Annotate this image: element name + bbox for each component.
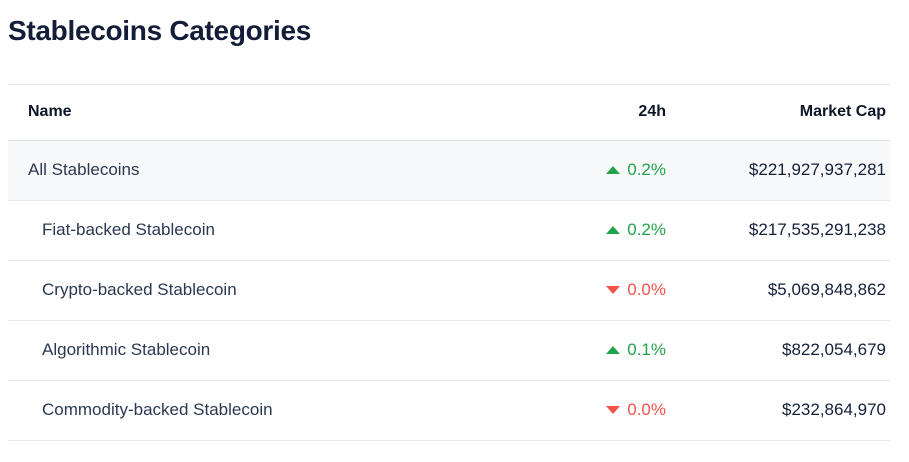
page-title: Stablecoins Categories [8, 15, 312, 46]
row-change: 0.1% [546, 340, 666, 360]
row-name-link[interactable]: All Stablecoins [28, 160, 140, 180]
row-market-cap: $5,069,848,862 [767, 280, 886, 300]
column-header-name[interactable]: Name [28, 103, 72, 121]
row-change-value: 0.0% [627, 400, 666, 420]
table-row: Crypto-backed Stablecoin 0.0% $5,069,848… [8, 260, 890, 321]
stablecoins-categories-table: Name 24h Market Cap All Stablecoins 0.2%… [8, 83, 890, 441]
table-header-row: Name 24h Market Cap [8, 85, 890, 141]
row-change-value: 0.1% [627, 340, 666, 360]
table-row: Commodity-backed Stablecoin 0.0% $232,86… [8, 380, 890, 441]
row-market-cap: $221,927,937,281 [748, 160, 886, 180]
table-row: Algorithmic Stablecoin 0.1% $822,054,679 [8, 320, 890, 381]
table-body: All Stablecoins 0.2% $221,927,937,281 Fi… [8, 140, 890, 441]
row-change: 0.2% [546, 220, 666, 240]
row-change-value: 0.0% [627, 280, 666, 300]
row-name-link[interactable]: Commodity-backed Stablecoin [42, 400, 273, 420]
column-header-24h[interactable]: 24h [638, 103, 666, 121]
row-name-link[interactable]: Algorithmic Stablecoin [42, 340, 211, 360]
change-up-icon [606, 346, 621, 355]
row-market-cap: $217,535,291,238 [748, 220, 886, 240]
change-up-icon [606, 166, 621, 175]
row-change: 0.0% [546, 280, 666, 300]
row-market-cap: $232,864,970 [782, 400, 886, 420]
row-name-link[interactable]: Fiat-backed Stablecoin [42, 220, 215, 240]
row-change-value: 0.2% [627, 220, 666, 240]
change-up-icon [606, 226, 621, 235]
row-change: 0.2% [546, 160, 666, 180]
row-market-cap: $822,054,679 [782, 340, 886, 360]
change-down-icon [606, 406, 621, 415]
row-change-value: 0.2% [627, 160, 666, 180]
row-change: 0.0% [546, 400, 666, 420]
change-down-icon [606, 286, 621, 295]
table-row: All Stablecoins 0.2% $221,927,937,281 [8, 140, 890, 201]
table-row: Fiat-backed Stablecoin 0.2% $217,535,291… [8, 200, 890, 261]
row-name-link[interactable]: Crypto-backed Stablecoin [42, 280, 237, 300]
column-header-market-cap[interactable]: Market Cap [799, 103, 886, 121]
